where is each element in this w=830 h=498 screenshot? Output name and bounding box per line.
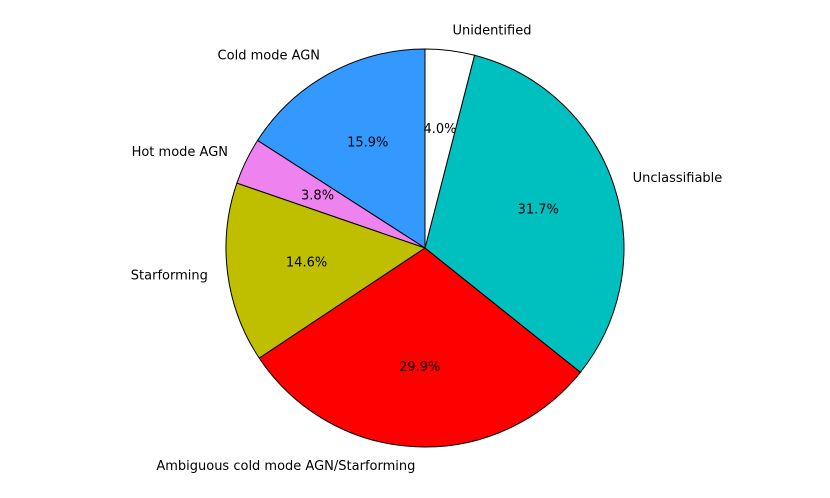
pie-slice <box>424 54 625 373</box>
value-label: 3.8% <box>301 188 334 203</box>
value-label: 4.0% <box>423 122 456 137</box>
value-label: 31.7% <box>518 203 559 218</box>
pie-slice <box>256 48 426 249</box>
category-label: Unidentified <box>452 23 531 38</box>
pie-slice <box>424 48 476 249</box>
value-label: 14.6% <box>286 256 327 271</box>
category-label: Unclassifiable <box>633 171 723 186</box>
pie-slice <box>258 247 582 448</box>
category-label: Ambiguous cold mode AGN/Starforming <box>156 459 415 474</box>
category-label: Hot mode AGN <box>132 145 228 160</box>
value-label: 15.9% <box>347 136 388 151</box>
pie-slice <box>225 182 427 359</box>
category-label: Starforming <box>131 268 208 283</box>
category-label: Cold mode AGN <box>218 48 321 63</box>
value-label: 29.9% <box>399 360 440 375</box>
